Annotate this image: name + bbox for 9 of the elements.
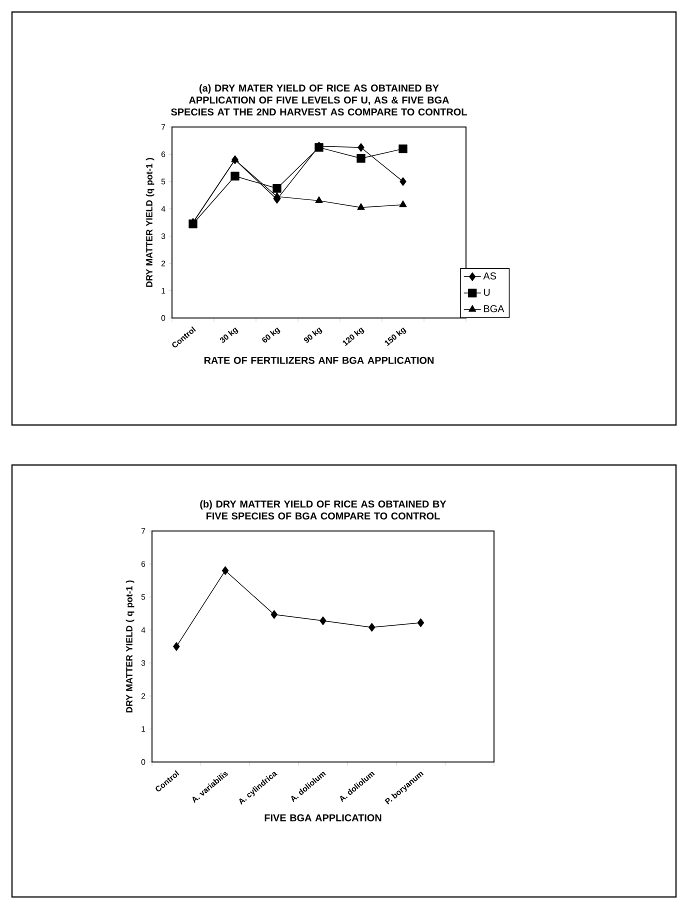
y-axis-title: DRY MATTER YIELD (q pot-1 ) [146, 158, 154, 287]
x-axis-title: FIVE BGA APPLICATION [264, 814, 382, 822]
legend-label: AS [483, 272, 496, 280]
chart-title: (a) DRY MATER YIELD OF RICE AS OBTAINED BY APPLICATION OF FIVE LEVELS OF U, AS & FIVE BGA SPECIES AT THE 2ND HARVEST AS COMPARE TO CONTROL [171, 84, 467, 116]
legend-label: BGA [484, 305, 504, 312]
legend-label: U [484, 288, 490, 296]
y-axis-title: DRY MATTER YIELD ( q pot-1 ) [126, 580, 134, 712]
x-axis-title: RATE OF FERTILIZERS ANF BGA APPLICATION [204, 356, 434, 364]
chart-title: (b) DRY MATTER YIELD OF RICE AS OBTAINED BY FIVE SPECIES OF BGA COMPARE TO CONTROL [200, 500, 446, 520]
